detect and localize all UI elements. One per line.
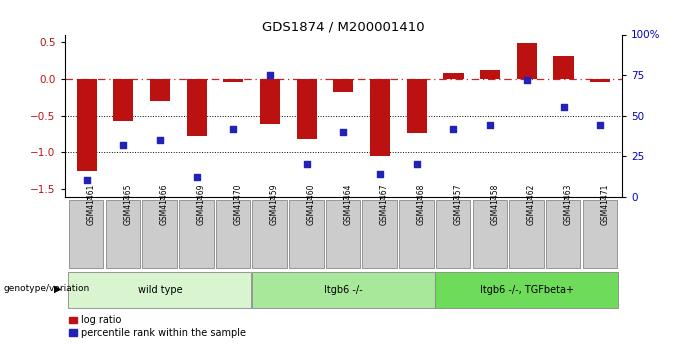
Bar xyxy=(509,199,544,268)
Bar xyxy=(150,79,170,101)
Point xyxy=(411,161,422,167)
Bar xyxy=(546,199,580,268)
Point xyxy=(154,137,165,143)
Text: Itgb6 -/-, TGFbeta+: Itgb6 -/-, TGFbeta+ xyxy=(480,285,574,295)
Point xyxy=(595,122,606,128)
Bar xyxy=(296,79,317,139)
Point xyxy=(485,122,496,128)
Bar xyxy=(179,199,214,268)
Bar xyxy=(407,79,427,132)
Point xyxy=(338,129,349,135)
Text: GSM41463: GSM41463 xyxy=(564,183,573,225)
Bar xyxy=(223,79,243,82)
Text: GSM41464: GSM41464 xyxy=(343,183,352,225)
Bar xyxy=(590,79,610,82)
Bar xyxy=(554,56,574,79)
Point xyxy=(228,126,239,131)
Point xyxy=(265,72,275,78)
Bar xyxy=(252,199,287,268)
Bar xyxy=(77,79,97,171)
Point xyxy=(448,126,459,131)
Bar xyxy=(370,79,390,156)
Bar xyxy=(517,43,537,79)
Text: wild type: wild type xyxy=(137,285,182,295)
Bar xyxy=(443,73,464,79)
Point xyxy=(118,142,129,148)
Point xyxy=(375,171,386,177)
Bar xyxy=(326,199,360,268)
Bar xyxy=(105,199,140,268)
Text: GSM41467: GSM41467 xyxy=(380,183,389,225)
Bar xyxy=(260,79,280,125)
Bar xyxy=(186,79,207,136)
Bar xyxy=(362,199,397,268)
Bar xyxy=(473,199,507,268)
Text: GSM41462: GSM41462 xyxy=(527,183,536,225)
Text: GSM41468: GSM41468 xyxy=(417,183,426,225)
Text: GSM41461: GSM41461 xyxy=(86,183,96,225)
Bar xyxy=(252,272,435,308)
Bar xyxy=(216,199,250,268)
Text: ▶: ▶ xyxy=(54,284,61,294)
Bar xyxy=(68,272,252,308)
Bar xyxy=(399,199,434,268)
Text: GSM41459: GSM41459 xyxy=(270,183,279,225)
Text: GSM41469: GSM41469 xyxy=(197,183,205,225)
Bar xyxy=(435,272,618,308)
Bar xyxy=(583,199,617,268)
Text: genotype/variation: genotype/variation xyxy=(3,285,90,294)
Text: Itgb6 -/-: Itgb6 -/- xyxy=(324,285,362,295)
Text: GSM41471: GSM41471 xyxy=(600,183,609,225)
Point xyxy=(301,161,312,167)
Bar xyxy=(69,199,103,268)
Point xyxy=(558,105,569,110)
Point xyxy=(81,178,92,183)
Text: GSM41458: GSM41458 xyxy=(490,183,499,225)
Bar xyxy=(333,79,354,92)
Bar xyxy=(113,79,133,121)
Title: GDS1874 / M200001410: GDS1874 / M200001410 xyxy=(262,20,425,33)
Bar xyxy=(142,199,177,268)
Point xyxy=(191,175,202,180)
Text: GSM41466: GSM41466 xyxy=(160,183,169,225)
Bar xyxy=(480,70,500,79)
Bar xyxy=(289,199,324,268)
Text: GSM41465: GSM41465 xyxy=(123,183,133,225)
Legend: log ratio, percentile rank within the sample: log ratio, percentile rank within the sa… xyxy=(69,315,246,338)
Point xyxy=(522,77,532,83)
Text: GSM41460: GSM41460 xyxy=(307,183,316,225)
Text: GSM41457: GSM41457 xyxy=(454,183,462,225)
Bar xyxy=(436,199,471,268)
Text: GSM41470: GSM41470 xyxy=(233,183,242,225)
